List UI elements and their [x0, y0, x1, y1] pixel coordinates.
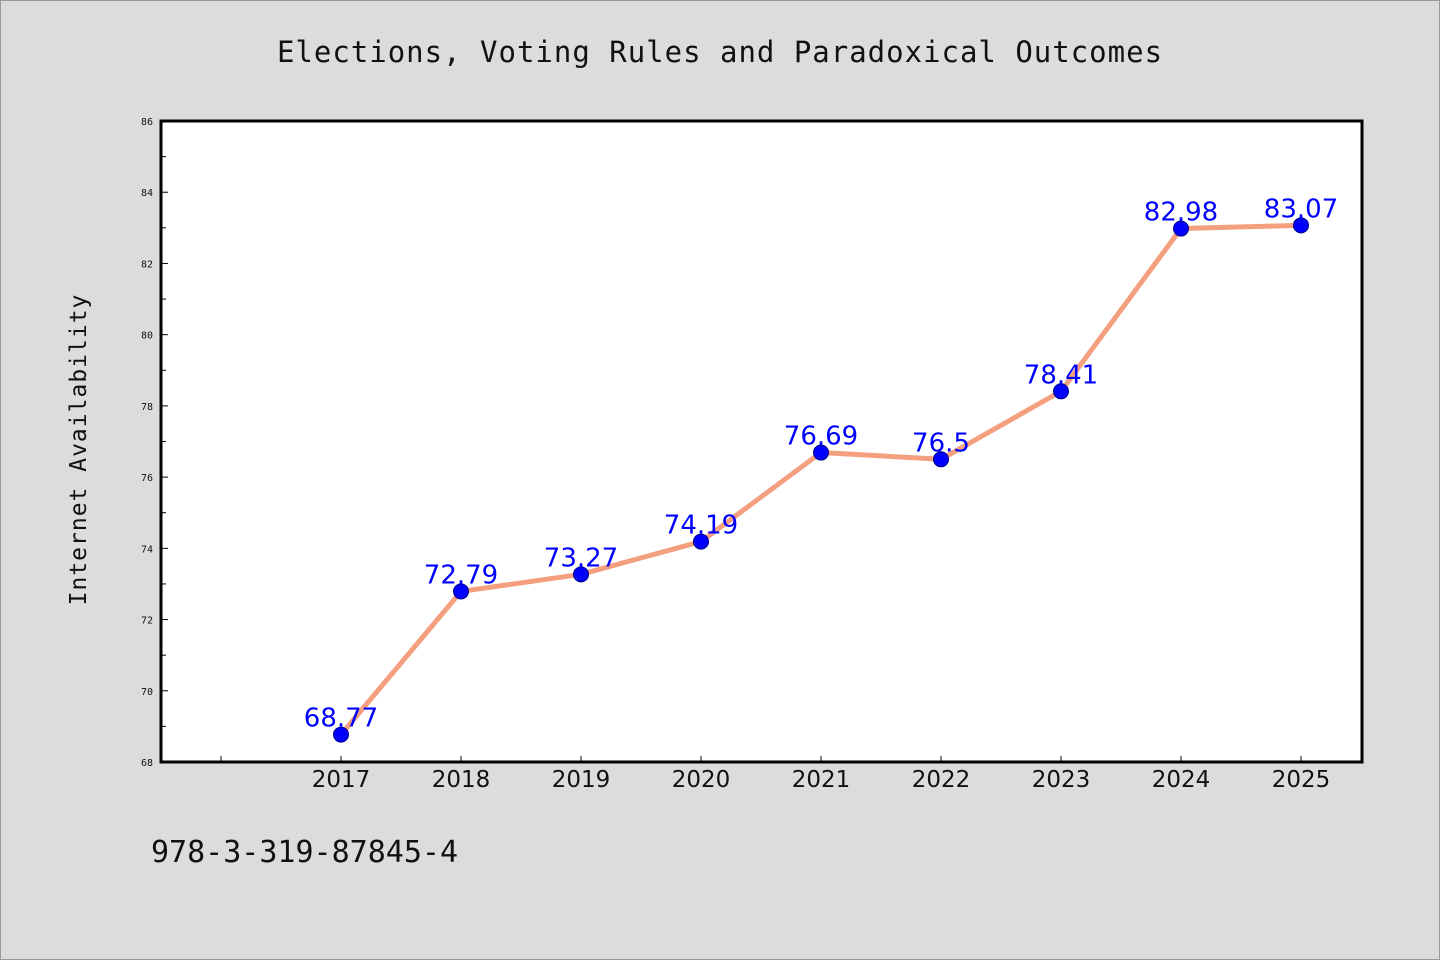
y-tick-label: 76	[141, 473, 153, 484]
data-label-layer: 68.77 72.79 73.27 74.19 76.69 76.5 78.41 82.98 8…	[304, 194, 1338, 733]
isbn-text: 978-3-319-87845-4	[151, 835, 459, 870]
data-label: 73.27	[544, 543, 618, 573]
data-point	[1293, 217, 1309, 234]
data-label: 68.77	[304, 704, 378, 734]
x-tick-label: 2024	[1152, 767, 1211, 793]
data-point	[573, 566, 589, 583]
x-tick-label: 2023	[1032, 767, 1091, 793]
data-label: 82.98	[1144, 198, 1218, 228]
series-layer	[333, 217, 1309, 743]
data-label: 76.5	[912, 428, 970, 458]
y-tick-label: 72	[141, 616, 153, 627]
data-point	[1173, 220, 1189, 237]
data-label: 76.69	[784, 422, 858, 452]
x-tick-label: 2022	[912, 767, 971, 793]
x-axis: 2017 2018 2019 2020 2021 2022 2023 2024 2025	[220, 756, 1331, 793]
plot-frame	[159, 119, 1364, 764]
data-point	[453, 583, 469, 600]
data-label: 74.19	[664, 511, 738, 541]
plot-area	[161, 121, 1362, 762]
y-tick-label: 70	[141, 687, 153, 698]
y-tick-label: 80	[141, 331, 153, 342]
x-tick-label: 2019	[552, 767, 611, 793]
y-tick-label: 84	[141, 188, 153, 199]
x-tick-label: 2025	[1272, 767, 1331, 793]
y-axis-label: Internet Availability	[66, 294, 92, 606]
data-point	[693, 533, 709, 550]
data-label: 78.41	[1024, 360, 1098, 390]
y-tick-label: 82	[141, 259, 153, 270]
x-tick-label: 2017	[312, 767, 371, 793]
data-point	[333, 726, 349, 743]
x-tick-label: 2021	[792, 767, 851, 793]
data-label: 83.07	[1264, 194, 1338, 224]
y-tick-label: 74	[141, 544, 153, 555]
data-point	[933, 451, 949, 468]
y-axis: 68 70 72 74 76 78 80 82 84 86	[141, 117, 168, 769]
y-tick-label: 86	[141, 117, 153, 128]
y-tick-label: 68	[141, 758, 153, 769]
x-tick-label: 2018	[432, 767, 491, 793]
chart-title: Elections, Voting Rules and Paradoxical …	[276, 35, 1164, 69]
data-point	[1053, 383, 1069, 400]
x-tick-label: 2020	[672, 767, 731, 793]
data-point	[813, 444, 829, 461]
y-tick-label: 78	[141, 402, 153, 413]
data-label: 72.79	[424, 560, 498, 590]
